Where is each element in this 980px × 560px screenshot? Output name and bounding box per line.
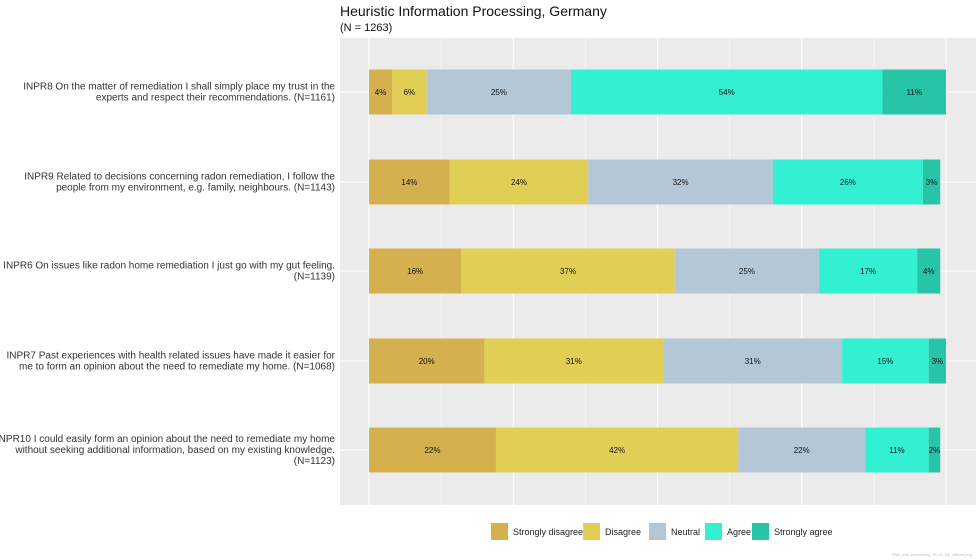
legend-item: Neutral: [649, 523, 700, 540]
bar-segment: [495, 427, 739, 473]
segment-label: 24%: [511, 178, 527, 187]
bar-row: 16% 37% 25% 17% 4%: [369, 248, 941, 294]
segment-label: 11%: [889, 446, 904, 455]
bar-row: 14% 24% 32% 26% 3%: [369, 159, 941, 205]
category-label: (N=1139): [294, 272, 335, 283]
legend-item: Agree: [705, 523, 751, 540]
bar-segment: [772, 159, 923, 205]
segment-label: 4%: [923, 267, 935, 276]
category-label: INPR9 Related to decisions concerning ra…: [24, 172, 335, 183]
segment-label: 11%: [907, 88, 922, 97]
category-label: people from my environment, e.g. family,…: [56, 183, 335, 194]
legend-label: Strongly agree: [774, 527, 833, 537]
legend-item: Strongly disagree: [491, 523, 583, 540]
footer-filename: Risk_info_processing_HI-10_DE_4items.png: [892, 552, 972, 557]
bar-segment: [922, 159, 941, 205]
bar-segment: [865, 427, 929, 473]
bar-segment: [369, 69, 393, 115]
category-label: INPR7 Past experiences with health relat…: [6, 351, 335, 362]
segment-label: 3%: [932, 357, 944, 366]
bar-segment: [917, 248, 941, 294]
bar-row: 22% 42% 22% 11% 2%: [369, 427, 941, 473]
bar-segment: [369, 427, 496, 473]
category-label: INPR10 I could easily form an opinion ab…: [0, 434, 335, 445]
bar-segment: [663, 338, 843, 384]
chart-title: Heuristic Information Processing, German…: [340, 3, 607, 19]
legend-label: Neutral: [671, 527, 700, 537]
legend-item: Strongly agree: [752, 523, 833, 540]
segment-label: 20%: [419, 357, 435, 366]
category-label: me to form an opinion about the need to …: [19, 362, 335, 373]
bar-segment: [928, 338, 946, 384]
bar-segment: [369, 248, 462, 294]
bar-segment: [738, 427, 866, 473]
segment-label: 3%: [926, 178, 938, 187]
bar-segment: [819, 248, 918, 294]
category-label: INPR8 On the matter of remediation I sha…: [23, 82, 335, 93]
bar-segment: [842, 338, 929, 384]
bars-group: 4% 6% 25% 54% 11% 14% 24% 32% 26% 3% 16% 37% 25% 17% 4…: [369, 69, 946, 473]
bar-segment: [882, 69, 946, 115]
segment-label: 25%: [739, 267, 755, 276]
legend-swatch: [491, 523, 508, 540]
segment-label: 31%: [566, 357, 582, 366]
bar-segment: [588, 159, 773, 205]
segment-label: 42%: [609, 446, 625, 455]
category-label: experts and respect their recommendation…: [96, 93, 335, 104]
segment-label: 54%: [719, 88, 735, 97]
segment-label: 32%: [673, 178, 689, 187]
segment-label: 16%: [407, 267, 423, 276]
bar-segment: [369, 338, 485, 384]
legend-swatch: [649, 523, 666, 540]
bar-segment: [449, 159, 589, 205]
segment-label: 31%: [745, 357, 761, 366]
bar-segment: [674, 248, 820, 294]
bar-segment: [484, 338, 664, 384]
segment-label: 2%: [929, 446, 941, 455]
segment-label: 22%: [424, 446, 440, 455]
category-label: (N=1123): [294, 456, 335, 467]
bar-segment: [369, 159, 450, 205]
legend-swatch: [705, 523, 722, 540]
bar-segment: [461, 248, 675, 294]
segment-label: 22%: [794, 446, 810, 455]
category-labels: INPR8 On the matter of remediation I sha…: [0, 82, 336, 468]
bar-segment: [570, 69, 883, 115]
segment-label: 26%: [840, 178, 856, 187]
segment-label: 15%: [877, 357, 893, 366]
segment-label: 17%: [860, 267, 876, 276]
category-label: without seeking additional information, …: [14, 445, 335, 456]
bar-row: 4% 6% 25% 54% 11%: [369, 69, 946, 115]
category-label: INPR6 On issues like radon home remediat…: [3, 261, 335, 272]
bar-segment: [392, 69, 427, 115]
legend: Strongly disagree Disagree Neutral Agree Str…: [491, 523, 833, 540]
legend-label: Agree: [727, 527, 751, 537]
legend-item: Disagree: [583, 523, 641, 540]
segment-label: 25%: [491, 88, 507, 97]
bar-row: 20% 31% 31% 15% 3%: [369, 338, 946, 384]
legend-label: Disagree: [605, 527, 641, 537]
legend-label: Strongly disagree: [513, 527, 583, 537]
bar-segment: [928, 427, 941, 473]
legend-swatch: [752, 523, 769, 540]
segment-label: 37%: [560, 267, 576, 276]
bar-segment: [426, 69, 571, 115]
segment-label: 6%: [404, 88, 416, 97]
segment-label: 4%: [375, 88, 387, 97]
segment-label: 14%: [401, 178, 417, 187]
legend-swatch: [583, 523, 600, 540]
chart-subtitle: (N = 1263): [340, 22, 392, 34]
